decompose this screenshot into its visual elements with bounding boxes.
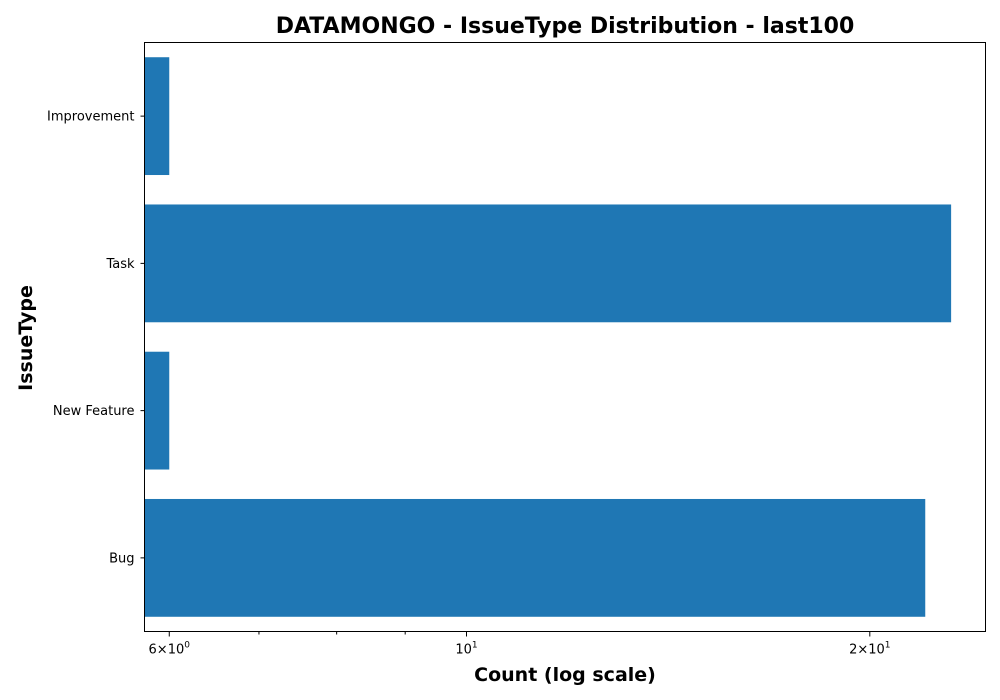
x-axis-ticks: 6×100 101 2×101 <box>149 631 891 658</box>
y-tick-label: Task <box>105 257 135 272</box>
x-tick-label: 101 <box>455 641 477 658</box>
y-axis-label: IssueType <box>15 285 37 391</box>
bar-task <box>144 204 952 323</box>
chart-title: DATAMONGO - IssueType Distribution - las… <box>276 14 855 39</box>
x-axis-label: Count (log scale) <box>474 664 656 686</box>
y-axis-ticks: Bug New Feature Task Improvement <box>47 110 145 566</box>
x-tick-label: 2×101 <box>849 641 890 658</box>
y-tick-label: Bug <box>109 551 134 566</box>
bar-bug <box>144 498 926 617</box>
bar-new-feature <box>144 351 170 470</box>
bar-improvement <box>144 57 170 176</box>
x-tick-label: 6×100 <box>149 641 191 658</box>
plot-frame <box>144 42 986 632</box>
y-tick-label: Improvement <box>47 110 134 125</box>
bars-group <box>144 57 952 617</box>
y-tick-label: New Feature <box>53 404 135 419</box>
